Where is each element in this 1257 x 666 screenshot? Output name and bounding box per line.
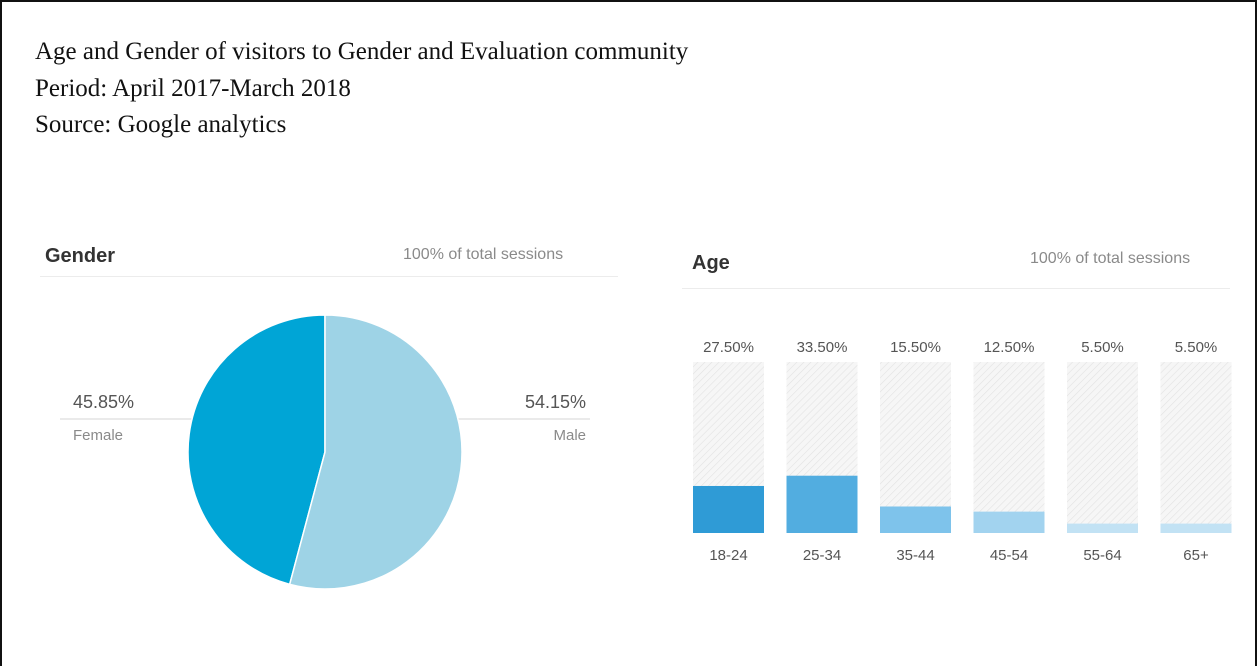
age-bar-value-label: 5.50% — [1081, 339, 1124, 356]
age-bar-65+ — [1160, 523, 1232, 533]
age-panel-subtitle: 100% of total sessions — [1030, 250, 1191, 267]
age-bars: 27.50% 18-24 33.50% 25-34 15.50% 35-44 12.50% 4… — [693, 339, 1232, 564]
caption-title: Age and Gender of visitors to Gender and… — [35, 38, 689, 65]
age-bar-18-24 — [693, 485, 764, 533]
female-name-label: Female — [73, 427, 124, 444]
age-category-label: 65+ — [1183, 547, 1209, 564]
pie-slice-male — [288, 314, 463, 590]
gender-panel-title: Gender — [45, 245, 116, 267]
age-category-label: 45-54 — [990, 547, 1028, 564]
age-bar-value-label: 12.50% — [984, 339, 1035, 356]
age-category-label: 35-44 — [896, 547, 934, 564]
caption-source: Source: Google analytics — [35, 111, 287, 138]
age-bar-track — [973, 362, 1045, 533]
age-bar-35-44 — [880, 506, 951, 533]
pie-slice-female — [187, 314, 326, 586]
caption-period: Period: April 2017-March 2018 — [35, 74, 351, 102]
age-category-label: 18-24 — [709, 547, 747, 564]
age-bar-track — [880, 362, 951, 533]
female-percent-label: 45.85% — [73, 392, 135, 412]
age-bar-track — [1160, 362, 1232, 533]
age-bar-45-54 — [973, 511, 1045, 533]
pie-slices — [187, 314, 463, 590]
age-category-label: 25-34 — [803, 547, 841, 564]
age-bar-value-label: 27.50% — [703, 339, 754, 356]
age-bar-value-label: 15.50% — [890, 339, 941, 356]
age-bar-55-64 — [1067, 523, 1138, 533]
male-percent-label: 54.15% — [524, 392, 586, 412]
age-bar-25-34 — [786, 475, 858, 533]
figure-caption: Age and Gender of visitors to Gender and… — [35, 34, 688, 144]
male-name-label: Male — [553, 427, 586, 444]
age-panel-divider — [682, 288, 1230, 289]
gender-panel-divider — [40, 276, 618, 277]
age-panel-title: Age — [692, 252, 730, 274]
age-bar-value-label: 5.50% — [1175, 339, 1218, 356]
age-bar-track — [1067, 362, 1138, 533]
gender-panel-subtitle: 100% of total sessions — [403, 246, 564, 263]
age-bar-value-label: 33.50% — [797, 339, 848, 356]
age-category-label: 55-64 — [1083, 547, 1121, 564]
age-bar-chart: 27.50% 18-24 33.50% 25-34 15.50% 35-44 12.50% 4… — [693, 339, 1232, 564]
